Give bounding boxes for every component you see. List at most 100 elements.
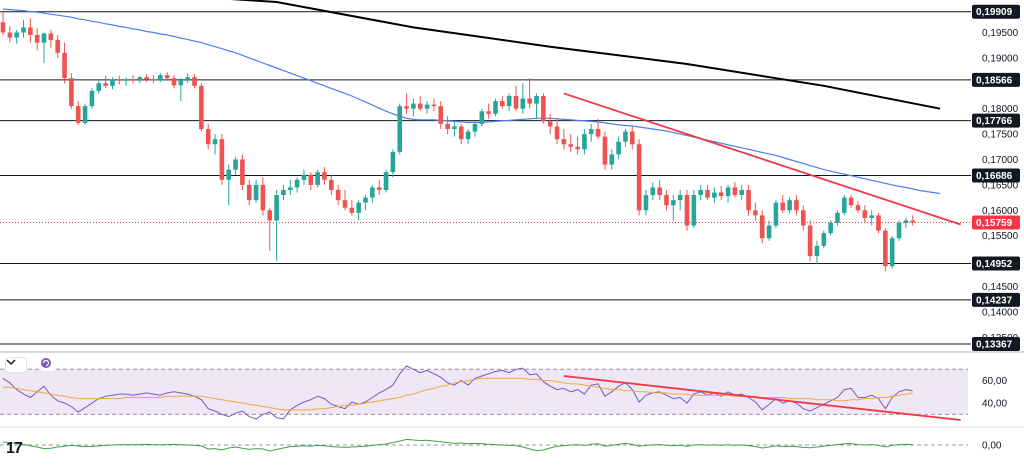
price-trendline <box>563 92 961 226</box>
candle-body <box>458 126 464 140</box>
candle-body <box>383 172 389 190</box>
candle-body <box>739 189 745 196</box>
candle-body <box>896 222 902 239</box>
candle-body <box>746 189 751 211</box>
refresh-button[interactable] <box>40 357 56 371</box>
candle-body <box>732 187 738 196</box>
candle-body <box>869 215 874 218</box>
candle-body <box>431 104 437 107</box>
candle-body <box>144 77 149 80</box>
candle-body <box>609 154 615 165</box>
level-price-tag <box>972 256 1020 271</box>
level-price-label: 0,17766 <box>976 116 1013 127</box>
candle-body <box>623 131 628 142</box>
candle-body <box>855 205 861 211</box>
candle-body <box>718 192 724 197</box>
candle-body <box>417 103 423 109</box>
candle-body <box>41 33 47 43</box>
candle-body <box>69 78 74 107</box>
oscillator-series-line <box>2 438 913 452</box>
candle-body <box>671 200 676 206</box>
candle-body <box>575 146 580 150</box>
candle-body <box>705 189 710 198</box>
rsi-trendline <box>563 375 961 421</box>
y-axis-tick-label: 0,19000 <box>982 53 1019 64</box>
candle-body <box>773 202 779 226</box>
candle-body <box>185 77 190 81</box>
candle-body <box>335 189 341 201</box>
candle-body <box>766 225 772 239</box>
candle-body <box>684 195 690 226</box>
candle-body <box>616 141 621 155</box>
level-price-tag <box>972 292 1020 307</box>
candle-body <box>356 202 361 213</box>
candle-body <box>629 131 635 145</box>
candle-body <box>7 32 13 38</box>
level-price-label: 0,14952 <box>976 259 1013 270</box>
candle-body <box>677 195 683 201</box>
candle-body <box>725 187 731 197</box>
candle-body <box>842 197 847 213</box>
y-axis-tick-label: 0,17500 <box>982 130 1019 141</box>
candle-body <box>452 126 457 130</box>
candle-body <box>753 210 758 216</box>
candle-body <box>889 238 895 267</box>
level-price-label: 0,16686 <box>976 171 1013 182</box>
moving-average-blue-line <box>2 8 941 195</box>
candle-body <box>267 210 273 221</box>
candle-body <box>103 83 108 86</box>
refresh-icon <box>41 358 51 368</box>
candle-body <box>500 101 505 107</box>
candle-body <box>390 151 396 173</box>
candle-body <box>34 35 40 43</box>
current-price-label: 0,15759 <box>976 218 1013 229</box>
candle-body <box>554 126 560 140</box>
moving-average-black-line <box>230 0 941 110</box>
candle-body <box>561 139 567 145</box>
candle-body <box>329 179 334 190</box>
candle-body <box>253 184 259 201</box>
collapse-pane-button[interactable] <box>5 357 27 373</box>
candle-body <box>472 123 478 132</box>
level-price-label: 0,19909 <box>976 7 1013 18</box>
candle-body <box>520 98 526 109</box>
candle-body <box>28 27 33 36</box>
candle-body <box>96 83 102 91</box>
candle-body <box>541 95 546 122</box>
level-price-label: 0,14237 <box>976 295 1013 306</box>
level-price-tag <box>972 337 1020 352</box>
candle-body <box>664 195 669 206</box>
candle-body <box>349 207 355 213</box>
candle-body <box>233 159 238 170</box>
candle-body <box>479 111 485 124</box>
candle-body <box>404 106 409 109</box>
level-price-label: 0,18566 <box>976 75 1013 86</box>
level-price-tag <box>972 4 1020 19</box>
y-axis-tick-label: 0,17000 <box>982 155 1019 166</box>
candle-body <box>171 78 177 86</box>
candle-body <box>821 233 827 246</box>
candle-body <box>315 172 320 185</box>
tradingview-logo[interactable]: 17 <box>6 440 23 457</box>
candle-body <box>848 197 854 206</box>
candle-body <box>691 195 697 226</box>
candle-body <box>62 52 67 79</box>
candle-body <box>205 129 211 145</box>
candle-body <box>534 95 539 104</box>
candle-body <box>158 75 163 81</box>
candle-body <box>582 134 587 150</box>
candle-body <box>787 200 792 211</box>
candle-body <box>287 187 293 190</box>
candle-body <box>445 123 450 130</box>
candle-body <box>14 32 19 38</box>
candle-body <box>0 22 6 33</box>
candle-body <box>862 210 868 218</box>
level-price-label: 0,13367 <box>976 340 1013 351</box>
candle-body <box>151 79 156 81</box>
rsi-series-line <box>2 365 913 420</box>
candle-body <box>465 131 471 140</box>
current-price-tag <box>972 215 1020 230</box>
candle-body <box>21 27 26 33</box>
y-axis-tick-label: 0,16500 <box>982 180 1019 191</box>
